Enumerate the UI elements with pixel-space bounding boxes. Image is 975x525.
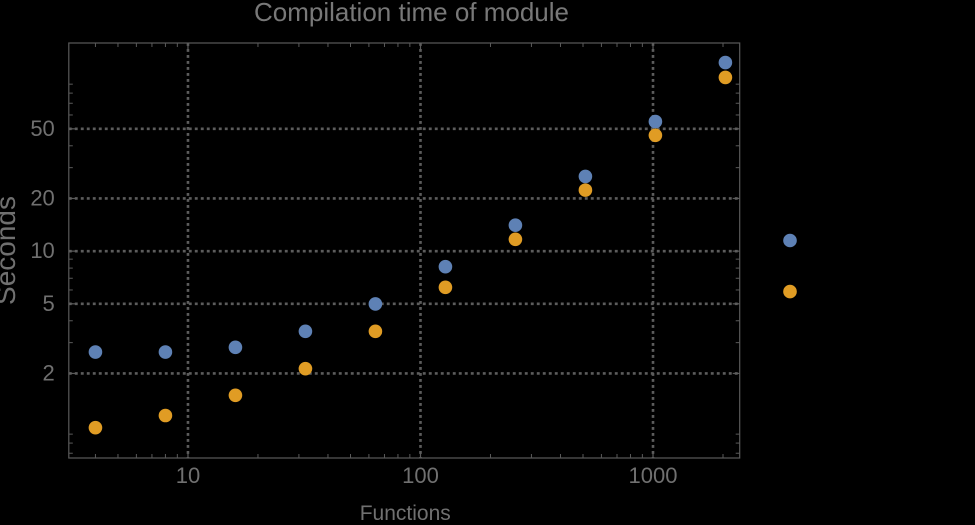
- svg-text:2: 2: [43, 360, 55, 385]
- svg-text:10: 10: [30, 238, 54, 263]
- svg-text:Seconds: Seconds: [0, 196, 21, 305]
- svg-text:20: 20: [30, 185, 54, 210]
- svg-text:5: 5: [43, 291, 55, 316]
- svg-text:Functions: Functions: [360, 502, 451, 525]
- svg-text:1000: 1000: [629, 463, 678, 488]
- svg-text:10: 10: [176, 463, 200, 488]
- svg-text:100: 100: [402, 463, 439, 488]
- svg-text:Compilation time of module: Compilation time of module: [254, 0, 569, 27]
- svg-text:50: 50: [30, 116, 54, 141]
